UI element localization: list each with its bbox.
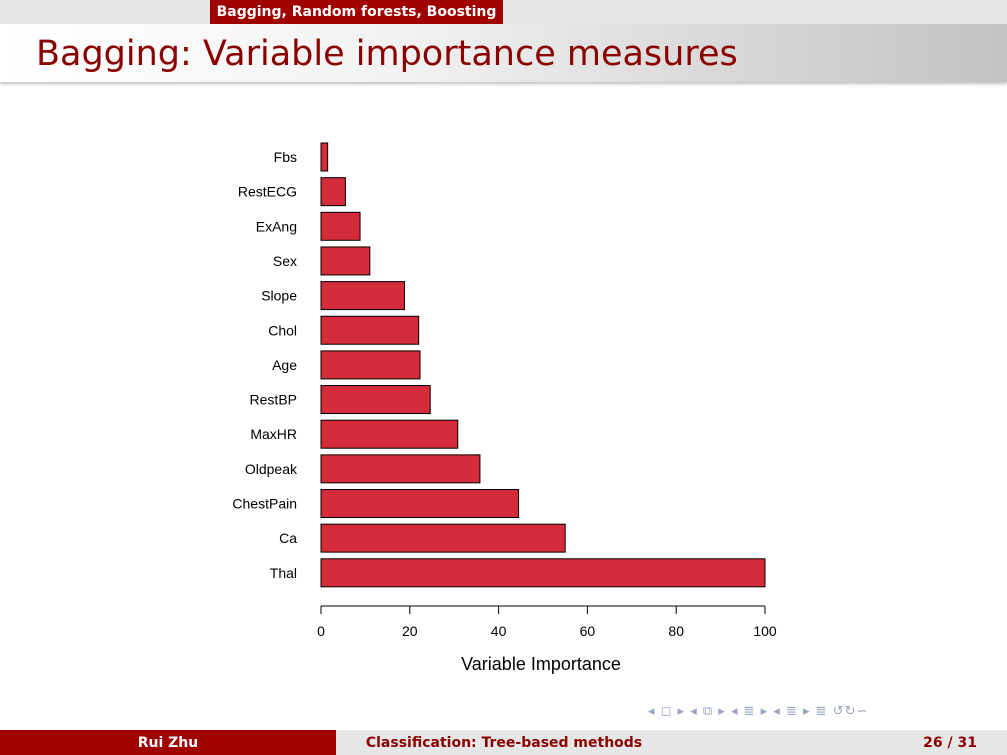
category-label: Slope	[261, 288, 297, 304]
bar	[320, 211, 361, 241]
footer: Rui Zhu Classification: Tree-based metho…	[0, 730, 1007, 755]
bar	[320, 281, 405, 311]
category-label: MaxHR	[250, 426, 297, 442]
x-tick-label: 80	[668, 623, 684, 639]
category-label: RestECG	[238, 184, 297, 200]
category-label: Ca	[279, 530, 297, 546]
x-tick-label: 40	[491, 623, 507, 639]
category-label: Sex	[273, 253, 297, 269]
category-label: Age	[272, 357, 297, 373]
bar	[320, 454, 481, 484]
x-tick-label: 0	[317, 623, 325, 639]
frame-title-bar: Bagging: Variable importance measures	[0, 24, 1007, 82]
category-label: RestBP	[250, 392, 297, 408]
x-tick-label: 100	[753, 623, 777, 639]
bar	[320, 523, 566, 553]
bar	[320, 419, 459, 449]
bar	[320, 246, 371, 276]
section-title[interactable]: Bagging, Random forests, Boosting	[210, 0, 503, 24]
x-tick-label: 60	[580, 623, 596, 639]
beamer-navigation-icons[interactable]: ◂ ◻ ▸ ◂ ⧉ ▸ ◂ ≣ ▸ ◂ ≣ ▸ ≣ ↺↻∽	[648, 704, 869, 719]
headline-bar: Bagging, Random forests, Boosting	[0, 0, 1007, 24]
bar	[320, 558, 766, 588]
bar	[320, 350, 421, 380]
footer-author: Rui Zhu	[0, 730, 336, 755]
slide-title: Bagging: Variable importance measures	[36, 34, 738, 74]
footer-page-number-box: 26 / 31	[672, 730, 1007, 755]
category-label: Chol	[268, 322, 297, 338]
bar	[320, 315, 420, 345]
category-label: Thal	[270, 565, 297, 581]
bar	[320, 385, 431, 415]
footer-page-number: 26 / 31	[923, 734, 977, 751]
x-axis-label: Variable Importance	[461, 654, 621, 674]
bar	[320, 142, 329, 172]
category-label: Oldpeak	[245, 461, 298, 477]
bar	[320, 177, 346, 207]
category-label: ExAng	[256, 218, 297, 234]
footer-talk-title: Classification: Tree-based methods	[336, 730, 672, 755]
category-label: Fbs	[274, 149, 297, 165]
category-label: ChestPain	[232, 496, 297, 512]
bar	[320, 489, 520, 518]
x-tick-label: 20	[402, 623, 418, 639]
